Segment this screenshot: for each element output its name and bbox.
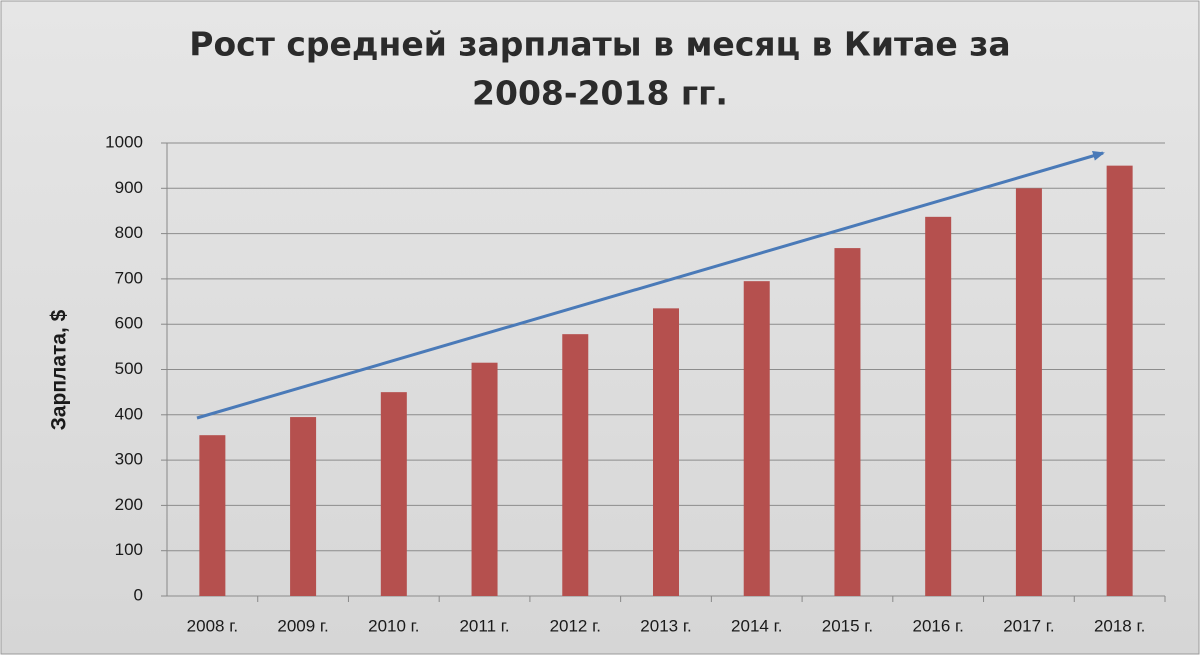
x-tick-label: 2016 г. — [912, 616, 963, 635]
trend-arrow — [196, 151, 1105, 420]
y-tick-label: 700 — [115, 268, 143, 287]
y-tick-label: 100 — [115, 540, 143, 559]
x-tick-label: 2009 г. — [277, 616, 328, 635]
x-tick-label: 2017 г. — [1003, 616, 1054, 635]
bar — [743, 281, 770, 596]
y-tick-label: 300 — [115, 450, 143, 469]
y-axis-label: Зарплата, $ — [48, 309, 71, 430]
bar — [290, 417, 317, 596]
x-tick-label: 2012 г. — [550, 616, 601, 635]
x-tick-label: 2008 г. — [187, 616, 238, 635]
x-tick-label: 2011 г. — [459, 616, 509, 635]
x-tick-label: 2010 г. — [368, 616, 419, 635]
bar — [471, 362, 498, 596]
x-tick-label: 2014 г. — [731, 616, 782, 635]
bar — [925, 216, 952, 597]
bar — [380, 392, 407, 596]
bar — [1015, 188, 1042, 597]
y-tick-label: 0 — [134, 585, 143, 604]
bar — [1106, 165, 1133, 596]
bar — [199, 435, 226, 596]
bar — [562, 334, 589, 596]
x-tick-label: 2013 г. — [640, 616, 691, 635]
y-tick-label: 200 — [115, 495, 143, 514]
y-tick-label: 800 — [115, 223, 143, 242]
y-tick-label: 900 — [115, 178, 143, 197]
bar — [653, 308, 679, 596]
x-tick-label: 2015 г. — [822, 616, 873, 635]
y-tick-label: 600 — [115, 314, 143, 333]
y-tick-label: 400 — [115, 404, 143, 423]
plot-area: 0 100 200 300 400 500 600 700 800 900 1000 2008 г. 2… — [105, 132, 1166, 635]
y-tick-label: 1000 — [105, 132, 143, 151]
chart-title: 2008-2018 гг. — [472, 74, 728, 113]
chart-title: Рост средней зарплаты в месяц в Китае за — [189, 25, 1010, 64]
x-tick-label: 2018 г. — [1094, 616, 1145, 635]
y-tick-label: 500 — [115, 359, 143, 378]
bar — [834, 248, 861, 596]
